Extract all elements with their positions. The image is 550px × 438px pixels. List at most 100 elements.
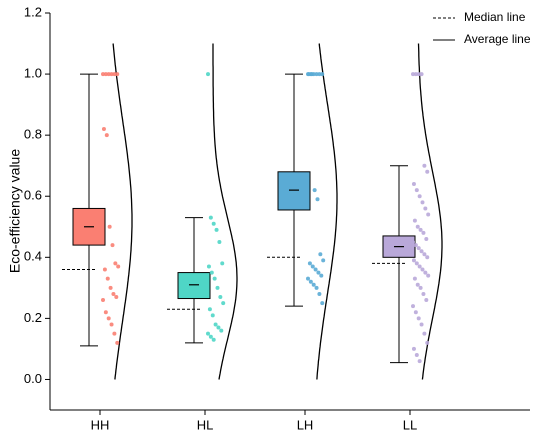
point: [416, 316, 421, 321]
point: [206, 264, 211, 269]
point: [106, 72, 111, 77]
point: [417, 194, 422, 199]
point: [312, 188, 317, 193]
point: [411, 182, 416, 187]
point: [426, 273, 431, 278]
point: [411, 346, 416, 351]
point: [414, 188, 419, 193]
point: [413, 72, 418, 77]
y-tick-label: 0.8: [24, 127, 42, 142]
point: [415, 282, 420, 287]
y-axis-label: Eco-efficiency value: [7, 149, 23, 273]
point: [419, 322, 424, 327]
point: [115, 72, 120, 77]
point: [210, 313, 215, 318]
point: [109, 72, 114, 77]
point: [310, 264, 315, 269]
point: [419, 249, 424, 254]
point: [426, 212, 431, 217]
point: [101, 127, 106, 132]
point: [104, 133, 109, 138]
x-tick-label: LL: [403, 417, 417, 432]
point: [422, 252, 427, 257]
point: [311, 282, 316, 287]
point: [313, 267, 318, 272]
point: [413, 243, 418, 248]
point: [108, 285, 113, 290]
y-tick-label: 0.4: [24, 249, 42, 264]
point: [116, 264, 121, 269]
legend-median: Median line: [464, 10, 526, 24]
point: [416, 246, 421, 251]
point: [417, 264, 422, 269]
point: [314, 72, 319, 77]
point: [411, 240, 415, 245]
point: [316, 270, 321, 275]
box: [277, 171, 311, 211]
point: [420, 267, 425, 272]
point: [207, 307, 212, 312]
point: [321, 258, 326, 263]
point: [423, 206, 428, 211]
point: [422, 331, 427, 336]
point: [424, 298, 429, 303]
density-curve: [112, 43, 133, 380]
point: [423, 270, 428, 275]
box: [177, 272, 211, 300]
point: [411, 304, 415, 309]
y-tick-label: 1.0: [24, 66, 42, 81]
point: [111, 291, 116, 296]
point: [206, 331, 210, 336]
point: [206, 72, 210, 77]
point: [418, 227, 423, 232]
point: [413, 310, 418, 315]
point: [218, 295, 223, 300]
point: [209, 270, 214, 275]
point: [309, 72, 314, 77]
point: [412, 218, 417, 223]
point: [411, 72, 415, 77]
point: [320, 301, 325, 306]
density-curve: [212, 43, 238, 380]
point: [102, 267, 107, 272]
point: [220, 261, 225, 266]
point: [213, 322, 218, 327]
point: [314, 285, 319, 290]
point: [415, 224, 420, 229]
point: [216, 325, 221, 330]
point: [208, 334, 213, 339]
point: [317, 291, 322, 296]
point: [106, 316, 111, 321]
point: [109, 322, 114, 327]
point: [425, 340, 430, 345]
point: [416, 72, 421, 77]
point: [425, 255, 430, 260]
point: [112, 72, 117, 77]
point: [414, 261, 419, 266]
legend-average: Average line: [464, 32, 531, 46]
point: [105, 276, 110, 281]
point: [217, 240, 222, 245]
x-tick-label: HH: [91, 417, 110, 432]
point: [214, 227, 219, 232]
point: [319, 273, 324, 278]
point: [320, 72, 325, 77]
point: [420, 200, 425, 205]
point: [103, 310, 108, 315]
y-tick-label: 0.6: [24, 188, 42, 203]
point: [315, 197, 320, 202]
y-tick-label: 0.2: [24, 310, 42, 325]
point: [317, 72, 322, 77]
point: [208, 215, 213, 220]
point: [422, 163, 427, 168]
x-tick-label: HL: [197, 417, 214, 432]
point: [101, 298, 105, 303]
point: [307, 261, 312, 266]
density-curve: [316, 43, 338, 380]
point: [215, 285, 220, 290]
point: [103, 72, 108, 77]
point: [107, 224, 112, 229]
point: [110, 243, 115, 248]
density-curve: [417, 43, 443, 380]
